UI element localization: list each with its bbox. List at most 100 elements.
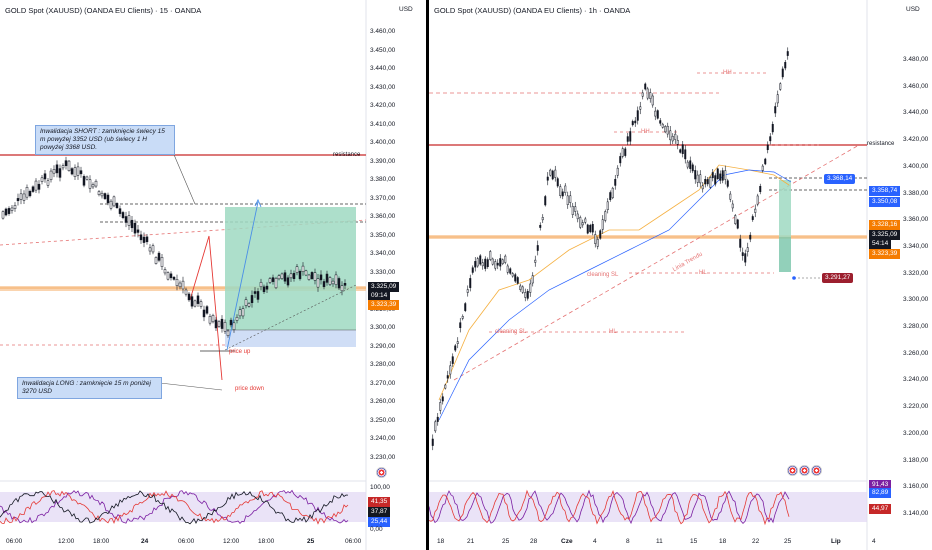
chart-canvas-15m[interactable]	[0, 0, 426, 550]
candle-body	[1, 211, 5, 219]
time-axis-tick: 28	[530, 538, 538, 545]
us-flag-icon[interactable]	[811, 465, 822, 476]
axis-tag-6: 3.323,39	[869, 249, 901, 259]
candle-body	[441, 396, 444, 402]
candle-body	[115, 203, 119, 208]
candle-body	[232, 322, 236, 330]
candle-body	[10, 207, 14, 211]
time-axis-tick: 18	[719, 538, 727, 545]
candle-body	[621, 148, 624, 157]
level-tag-upper[interactable]: 3.368,14	[824, 174, 856, 184]
candle-body	[7, 208, 11, 214]
price-axis-tick: 3.370,00	[370, 194, 396, 202]
candle-body	[734, 215, 737, 224]
pane-divider[interactable]	[426, 0, 429, 550]
candle-body	[456, 341, 459, 344]
label-resistance: resistance	[333, 152, 361, 158]
candle-body	[34, 180, 38, 191]
candle-body	[546, 176, 549, 181]
candle-body	[714, 175, 717, 185]
price-axis-tick: 3.230,00	[370, 453, 396, 461]
osc-tick-bottom: 0,00	[370, 526, 383, 533]
candle-body	[494, 261, 497, 269]
candle-body	[247, 303, 251, 307]
long-position-target	[225, 207, 356, 330]
time-axis-tick: 4	[593, 538, 597, 545]
candle-body	[779, 83, 782, 90]
candle-body	[451, 356, 454, 364]
time-axis-tick: 21	[467, 538, 475, 545]
price-axis-tick: 3.380,00	[370, 176, 396, 183]
oscillator-line	[429, 489, 790, 526]
candle-body	[776, 94, 779, 104]
candle-body	[649, 92, 652, 99]
candle-body	[235, 316, 239, 321]
candle-body	[511, 273, 514, 277]
candle-body	[521, 286, 524, 293]
candle-body	[100, 192, 104, 197]
candle-body	[322, 281, 326, 288]
candle-body	[584, 218, 587, 223]
chart-pane-15m[interactable]: GOLD Spot (XAUUSD) (OANDA EU Clients) · …	[0, 0, 426, 550]
candle-body	[664, 126, 667, 133]
price-axis-tick: 3.300,00	[370, 324, 396, 331]
candlestick-series-15m	[1, 156, 347, 338]
candle-body	[489, 251, 492, 260]
candle-body	[589, 224, 592, 233]
candle-body	[774, 106, 777, 114]
candle-body	[731, 203, 734, 209]
candle-body	[564, 185, 567, 193]
candle-body	[764, 158, 767, 165]
candle-body	[88, 179, 92, 189]
note-short-invalidation[interactable]: Inwalidacja SHORT : zamknięcie świecy 15…	[35, 125, 175, 155]
candle-body	[619, 156, 622, 164]
candle-body	[265, 285, 269, 290]
us-flag-icon[interactable]	[799, 465, 810, 476]
label-cleaning-sl-2: cleaning SL	[495, 329, 527, 335]
label-hl-1: HL	[699, 270, 707, 276]
chart-canvas-1h[interactable]	[429, 0, 932, 550]
candle-body	[13, 205, 17, 209]
candle-body	[283, 272, 287, 282]
candle-body	[616, 167, 619, 176]
time-axis-tick: 06:00	[345, 538, 362, 545]
candle-body	[253, 291, 257, 294]
candle-body	[574, 206, 577, 212]
candle-body	[534, 259, 537, 263]
label-hh-2: HH	[641, 129, 650, 135]
candle-body	[781, 68, 784, 78]
candle-body	[337, 278, 341, 289]
us-flag-icon[interactable]	[787, 465, 798, 476]
candle-body	[340, 285, 344, 292]
candle-body	[259, 282, 263, 288]
candle-body	[609, 192, 612, 200]
us-flag-icon[interactable]	[376, 467, 387, 478]
price-axis-tick: 3.280,00	[370, 361, 396, 368]
candle-body	[313, 272, 317, 281]
chart-title-15m: GOLD Spot (XAUUSD) (OANDA EU Clients) · …	[5, 6, 202, 15]
candle-body	[614, 178, 617, 186]
candle-body	[746, 247, 749, 252]
candle-body	[566, 195, 569, 205]
price-axis-tick: 3.460,00	[903, 82, 929, 90]
candle-body	[706, 179, 709, 185]
candle-body	[280, 273, 284, 279]
candle-body	[504, 255, 507, 263]
price-axis-tick: 3.180,00	[903, 456, 929, 464]
candle-body	[531, 275, 534, 284]
candle-body	[91, 184, 95, 188]
candle-body	[634, 120, 637, 124]
candle-body	[626, 136, 629, 142]
chart-pane-1h[interactable]: GOLD Spot (XAUUSD) (OANDA EU Clients) · …	[429, 0, 932, 550]
candle-body	[679, 149, 682, 153]
candle-body	[190, 296, 194, 307]
candle-body	[103, 193, 107, 200]
candle-body	[178, 282, 182, 288]
trend-line	[453, 144, 860, 381]
candle-body	[64, 160, 68, 167]
price-axis-tick: 3.450,00	[370, 46, 396, 54]
candle-body	[55, 164, 59, 174]
level-tag-lower[interactable]: 3.291,27	[822, 273, 854, 283]
note-long-invalidation[interactable]: Inwalidacja LONG : zamknięcie 15 m poniż…	[17, 377, 162, 399]
countdown-tag: 54:14	[869, 239, 892, 249]
